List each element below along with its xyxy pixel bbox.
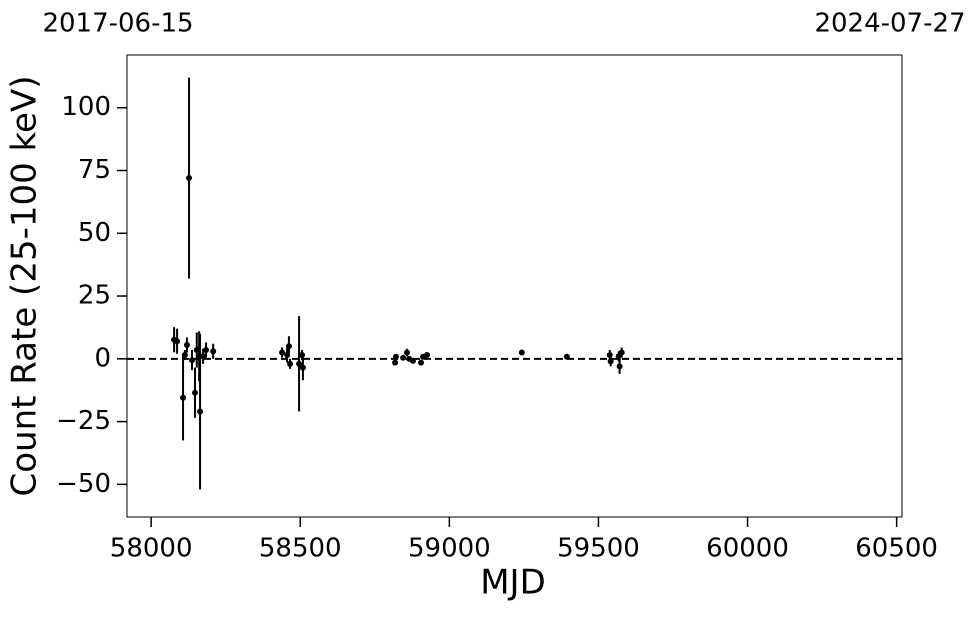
x-tick-label: 58500: [259, 534, 342, 564]
data-point: [618, 349, 625, 356]
data-point: [210, 348, 217, 355]
data-point: [423, 352, 430, 359]
data-point: [181, 352, 188, 359]
data-point: [180, 394, 187, 401]
data-point: [518, 349, 525, 356]
x-tick-label: 60500: [855, 534, 938, 564]
data-point: [400, 354, 407, 361]
y-tick-label: −25: [56, 406, 111, 436]
data-point: [200, 353, 207, 360]
x-axis-label: MJD: [480, 563, 546, 603]
data-point: [392, 353, 399, 360]
data-point: [404, 349, 411, 356]
y-tick-label: 75: [78, 155, 111, 185]
y-tick-label: −50: [56, 469, 111, 499]
x-tick-label: 60000: [706, 534, 789, 564]
y-tick-label: 0: [94, 343, 111, 373]
y-tick-label: 25: [78, 281, 111, 311]
y-tick-label: 100: [61, 92, 111, 122]
data-point: [418, 359, 425, 366]
data-point: [607, 358, 614, 365]
data-point: [287, 360, 294, 367]
data-point: [296, 360, 303, 367]
data-point: [285, 343, 292, 350]
data-point: [197, 408, 204, 415]
y-axis-label: Count Rate (25-100 keV): [5, 76, 45, 497]
end-date: 2024-07-27: [814, 9, 965, 39]
x-tick-label: 59500: [557, 534, 640, 564]
data-point: [183, 342, 190, 349]
data-point: [392, 359, 399, 366]
data-point: [563, 353, 570, 360]
data-point: [616, 363, 623, 370]
data-point: [189, 357, 196, 364]
data-point: [186, 175, 193, 182]
plot-frame: [126, 54, 903, 518]
data-point: [409, 357, 416, 364]
data-point: [299, 364, 306, 371]
data-point: [203, 347, 210, 354]
data-point: [191, 389, 198, 396]
x-tick-label: 58000: [110, 534, 193, 564]
y-tick-label: 50: [78, 218, 111, 248]
data-point: [279, 349, 286, 356]
start-date: 2017-06-15: [42, 9, 193, 39]
data-point: [174, 338, 181, 345]
x-tick-label: 59000: [408, 534, 491, 564]
